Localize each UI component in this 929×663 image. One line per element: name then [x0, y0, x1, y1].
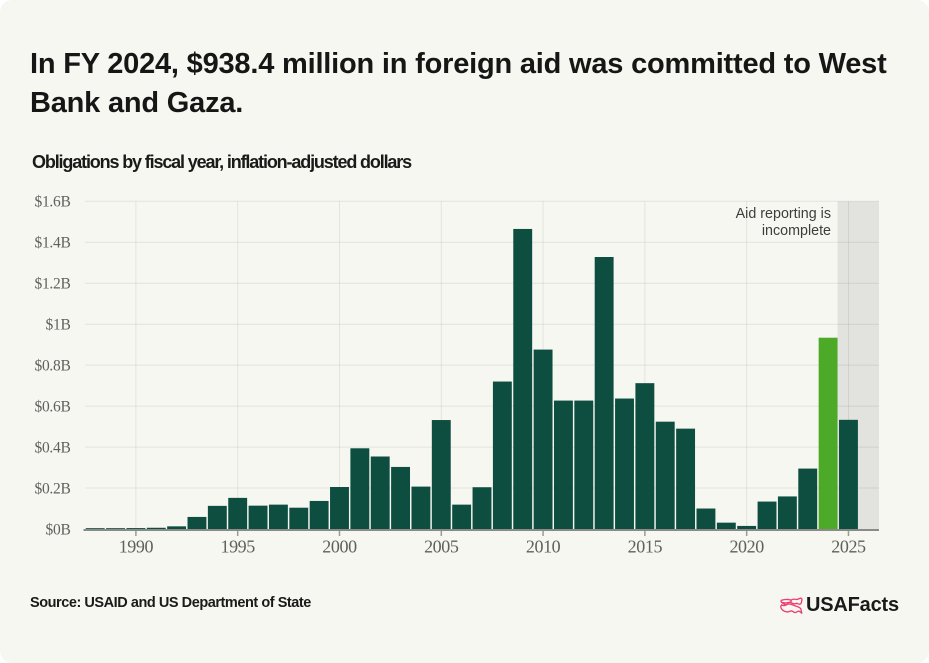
svg-text:$0.8B: $0.8B — [35, 358, 71, 375]
svg-text:1990: 1990 — [119, 536, 154, 556]
svg-text:1995: 1995 — [220, 536, 255, 556]
svg-text:2010: 2010 — [526, 536, 561, 556]
svg-text:$1.4B: $1.4B — [35, 235, 71, 252]
svg-text:$0B: $0B — [46, 521, 71, 538]
svg-text:$0.2B: $0.2B — [35, 480, 71, 497]
svg-text:$1.6B: $1.6B — [35, 194, 71, 211]
svg-text:$1.2B: $1.2B — [35, 276, 71, 293]
svg-text:2005: 2005 — [424, 536, 459, 556]
svg-text:$0.6B: $0.6B — [35, 399, 71, 416]
svg-text:2015: 2015 — [628, 536, 663, 556]
svg-text:2020: 2020 — [729, 536, 764, 556]
svg-text:$1B: $1B — [46, 317, 71, 334]
svg-text:2000: 2000 — [322, 536, 357, 556]
svg-text:$0.4B: $0.4B — [35, 439, 71, 456]
svg-text:2025: 2025 — [831, 536, 866, 556]
